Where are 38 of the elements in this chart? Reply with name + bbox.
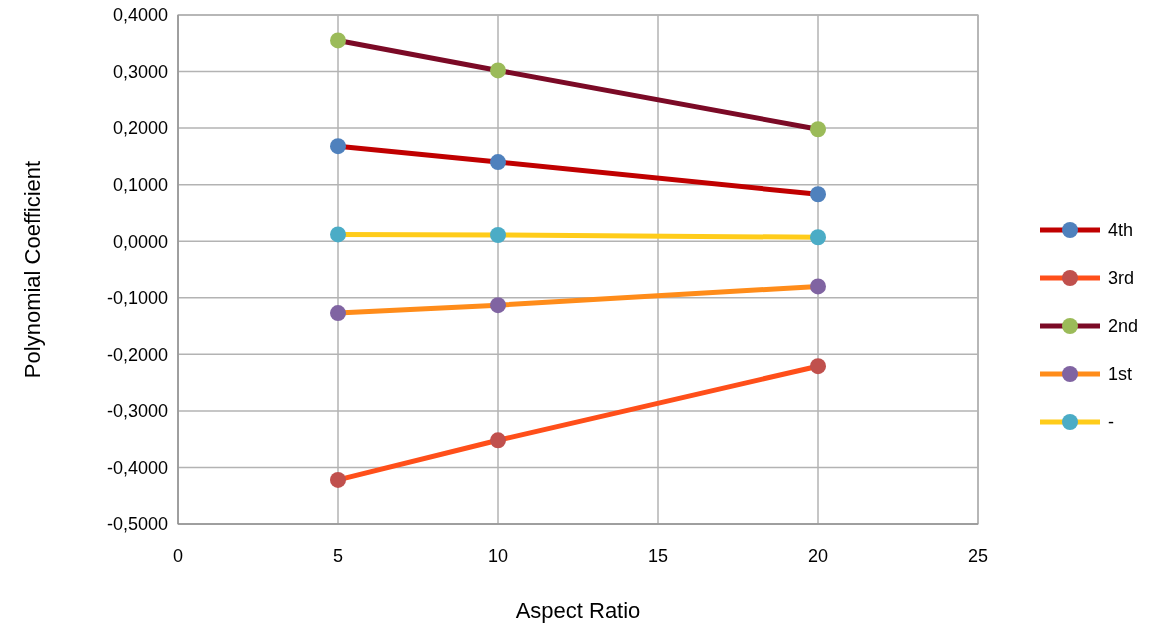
y-tick-label: -0,3000 (106, 401, 168, 422)
point (490, 62, 506, 79)
y-tick-label: 0,0000 (112, 231, 168, 252)
y-tick-label: 0,2000 (112, 118, 168, 139)
point (810, 358, 826, 375)
legend-label: 4th (1108, 220, 1134, 241)
point (330, 471, 346, 488)
point (810, 229, 826, 246)
legend-label: 2nd (1108, 316, 1139, 337)
y-tick-label: -0,1000 (106, 288, 168, 309)
point (810, 278, 826, 295)
y-axis-title: Polynomial Coefficient (20, 160, 45, 379)
y-tick-label: -0,2000 (106, 344, 168, 365)
point (330, 305, 346, 322)
x-tick-label: 15 (647, 546, 669, 566)
x-tick-label: 0 (172, 546, 184, 566)
x-tick-label: 10 (487, 546, 509, 566)
point (810, 186, 826, 203)
point (490, 227, 506, 243)
y-tick-label: 0,4000 (112, 5, 168, 26)
legend-label: 1st (1108, 364, 1133, 385)
point (330, 226, 346, 243)
x-axis-title: Aspect Ratio (515, 598, 641, 623)
legend-label: - (1108, 412, 1114, 433)
point (490, 432, 506, 449)
point (810, 121, 826, 138)
y-tick-label: 0,1000 (112, 174, 168, 195)
point (490, 154, 506, 171)
point (490, 297, 506, 314)
point (330, 32, 346, 49)
x-tick-label: 25 (967, 546, 989, 566)
x-tick-label: 5 (332, 546, 344, 566)
x-tick-label: 20 (807, 546, 829, 566)
point (330, 138, 346, 155)
y-tick-label: 0,3000 (112, 61, 168, 82)
y-tick-label: -0,4000 (106, 457, 168, 478)
y-tick-label: -0,5000 (106, 514, 168, 535)
legend-label: 3rd (1108, 268, 1135, 289)
